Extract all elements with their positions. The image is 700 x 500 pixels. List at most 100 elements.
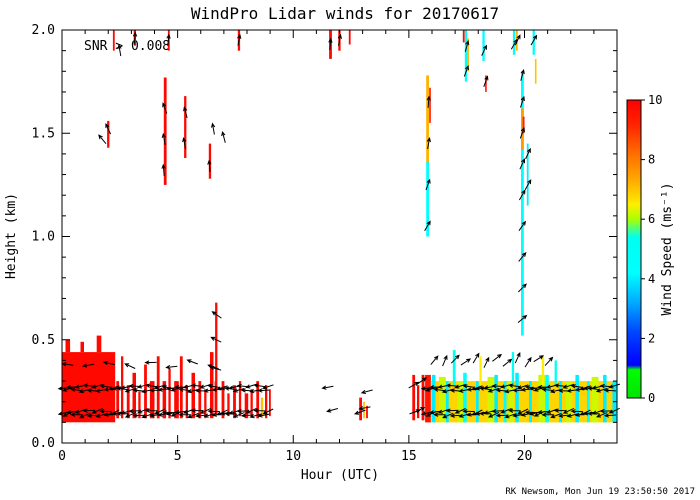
wind-speed-cell bbox=[586, 381, 590, 423]
wind-barb bbox=[161, 410, 174, 415]
wind-barb bbox=[79, 412, 91, 419]
colorbar-tick-label: 6 bbox=[648, 212, 655, 226]
wind-barb bbox=[502, 358, 513, 367]
snr-annotation: SNR > 0.008 bbox=[84, 39, 170, 54]
wind-barb bbox=[154, 408, 166, 415]
y-tick-label: 0.5 bbox=[32, 333, 55, 348]
wind-speed-cell bbox=[522, 116, 525, 134]
wind-barb bbox=[108, 409, 120, 416]
wind-barb bbox=[78, 388, 91, 394]
wind-barb bbox=[190, 383, 204, 388]
wind-speed-cell bbox=[603, 374, 607, 423]
wind-barb bbox=[487, 411, 500, 418]
wind-barb bbox=[517, 314, 528, 323]
colorbar-label: Wind Speed (ms⁻¹) bbox=[660, 182, 675, 315]
wind-barb bbox=[425, 178, 431, 191]
wind-barb bbox=[425, 386, 437, 392]
colorbar: 0 2 4 6 8 10 bbox=[626, 93, 662, 405]
wind-barb bbox=[232, 388, 245, 393]
wind-speed-cell bbox=[126, 385, 130, 419]
wind-barb bbox=[562, 383, 575, 389]
wind-barb bbox=[199, 383, 212, 389]
wind-barb bbox=[162, 102, 168, 114]
wind-barb bbox=[124, 411, 137, 418]
wind-barb bbox=[170, 386, 183, 392]
x-tick-label: 15 bbox=[401, 449, 417, 464]
x-tick-label: 20 bbox=[517, 449, 533, 464]
wind-barb bbox=[221, 130, 226, 143]
wind-barb bbox=[553, 408, 567, 413]
wind-barb bbox=[161, 163, 166, 176]
wind-barb bbox=[471, 409, 483, 416]
y-tick-label: 0.0 bbox=[32, 436, 55, 451]
wind-barb bbox=[141, 413, 153, 419]
wind-barb bbox=[207, 159, 212, 172]
wind-speed-cell bbox=[256, 381, 260, 419]
wind-barb bbox=[199, 407, 212, 414]
wind-barb bbox=[462, 409, 475, 414]
wind-barb bbox=[596, 412, 608, 418]
wind-barb bbox=[132, 31, 138, 44]
wind-barb bbox=[517, 283, 527, 293]
wind-speed-cell bbox=[503, 381, 507, 423]
x-axis-label: Hour (UTC) bbox=[301, 468, 379, 483]
wind-barb bbox=[161, 132, 167, 145]
wind-barb bbox=[211, 311, 222, 319]
wind-barb bbox=[464, 40, 470, 52]
wind-barb bbox=[178, 387, 191, 392]
wind-barb bbox=[442, 412, 454, 419]
wind-barb bbox=[570, 384, 583, 389]
wind-barb bbox=[174, 409, 187, 415]
wind-barb bbox=[519, 127, 525, 139]
wind-barb bbox=[546, 408, 558, 414]
wind-speed-cell bbox=[184, 96, 187, 158]
wind-barb bbox=[492, 353, 503, 362]
wind-barb bbox=[518, 220, 526, 231]
wind-speed-cell bbox=[559, 381, 562, 423]
wind-barb bbox=[236, 408, 249, 414]
chart-title: WindPro Lidar winds for 20170617 bbox=[191, 4, 499, 23]
wind-barb bbox=[481, 44, 487, 56]
wind-barb bbox=[450, 354, 460, 364]
wind-barb bbox=[595, 388, 608, 393]
wind-speed-cell bbox=[566, 381, 572, 423]
wind-speed-cell bbox=[508, 381, 515, 423]
wind-speed-cell bbox=[269, 389, 271, 417]
wind-barb bbox=[544, 356, 554, 366]
x-tick-label: 5 bbox=[174, 449, 182, 464]
wind-barbs-layer bbox=[57, 31, 621, 419]
wind-barb bbox=[553, 383, 567, 388]
wind-barb bbox=[458, 413, 471, 418]
wind-barb bbox=[132, 413, 145, 418]
wind-speed-cell bbox=[432, 374, 436, 423]
wind-speed-cell bbox=[363, 401, 365, 419]
wind-barb bbox=[524, 410, 537, 415]
wind-speed-cell bbox=[238, 381, 242, 417]
wind-speed-cell bbox=[463, 372, 467, 423]
wind-speed-cell bbox=[426, 162, 429, 237]
wind-barb bbox=[253, 408, 266, 413]
wind-speed-cell bbox=[80, 341, 84, 353]
wind-barb bbox=[550, 412, 562, 419]
wind-barb bbox=[483, 356, 490, 368]
wind-barb bbox=[430, 355, 439, 365]
wind-barb bbox=[445, 383, 458, 388]
wind-barb bbox=[210, 336, 222, 343]
wind-barb bbox=[74, 408, 87, 414]
wind-barb bbox=[483, 75, 489, 87]
wind-speed-cell bbox=[116, 381, 120, 419]
wind-speed-cell bbox=[467, 38, 469, 72]
wind-barb bbox=[491, 408, 504, 414]
wind-barb bbox=[82, 363, 95, 368]
wind-speed-cell bbox=[487, 376, 495, 423]
wind-speed-cell bbox=[534, 58, 537, 84]
colorbar-tick-label: 10 bbox=[648, 93, 662, 107]
axes-layer bbox=[61, 29, 618, 444]
wind-speed-cell bbox=[149, 381, 155, 419]
wind-speed-cell bbox=[112, 30, 115, 51]
wind-barb bbox=[233, 412, 245, 418]
wind-speed-cell bbox=[464, 30, 468, 82]
wind-barb bbox=[537, 409, 550, 415]
wind-speed-cell bbox=[208, 143, 212, 179]
wind-barb bbox=[358, 406, 371, 411]
